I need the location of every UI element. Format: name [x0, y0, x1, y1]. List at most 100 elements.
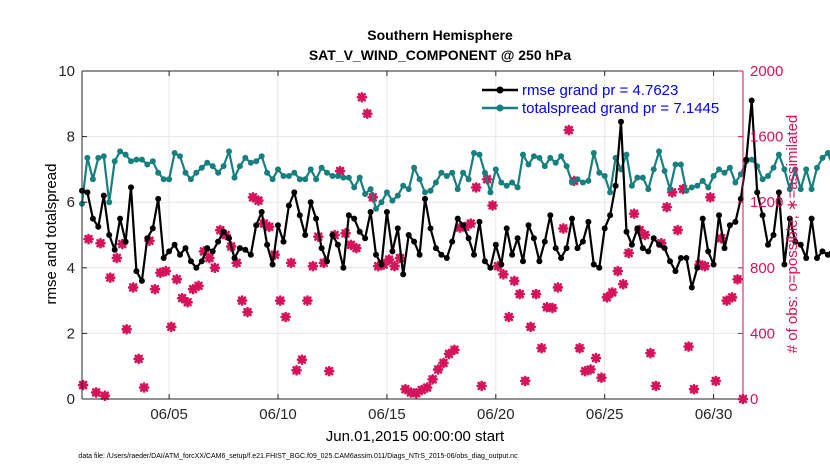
rmse-point	[737, 195, 744, 202]
spread-point	[324, 169, 330, 176]
obs-marker	[596, 372, 607, 383]
rmse-point	[699, 215, 706, 222]
rmse-point	[716, 212, 722, 219]
spread-point	[525, 161, 532, 168]
spread-point	[786, 186, 793, 193]
obs-marker	[536, 342, 547, 354]
obs-marker	[405, 387, 417, 398]
spread-point	[650, 166, 657, 173]
obs-marker	[432, 364, 444, 375]
spread-point	[667, 186, 673, 193]
rmse-point	[438, 251, 445, 258]
spread-point	[432, 179, 439, 186]
spread-point	[155, 169, 162, 176]
y-tick-label: 0	[67, 391, 75, 408]
rmse-point	[373, 251, 379, 258]
rmse-point	[514, 235, 521, 242]
spread-point	[291, 169, 298, 176]
obs-marker	[372, 260, 384, 272]
spread-point	[765, 173, 771, 179]
rmse-point	[100, 192, 107, 199]
spread-point	[438, 169, 445, 176]
spread-point	[416, 176, 423, 183]
rmse-point	[579, 238, 586, 245]
rmse-point	[209, 248, 216, 255]
rmse-point	[639, 245, 646, 252]
rmse-point	[231, 255, 238, 261]
footer-datafile: data file: /Users/raeder/DAI/ATM_forcXX/…	[78, 453, 518, 460]
obs-marker	[394, 252, 406, 264]
spread-point	[661, 168, 668, 174]
spread-point	[699, 177, 706, 184]
rmse-point	[269, 261, 276, 268]
spread-point	[623, 151, 630, 158]
rmse-point	[574, 245, 581, 252]
obs-marker	[313, 231, 324, 242]
rmse-point	[498, 261, 505, 268]
rmse-point	[607, 212, 614, 219]
spread-point	[585, 177, 592, 184]
rmse-point	[460, 222, 467, 229]
obs-marker	[558, 223, 569, 234]
spread-point	[373, 205, 379, 212]
rmse-point	[677, 255, 684, 261]
spread-point	[138, 156, 145, 163]
spread-point	[177, 153, 183, 160]
obs-marker	[307, 260, 319, 272]
rmse-point	[285, 202, 292, 209]
spread-point	[601, 173, 608, 179]
spread-point	[182, 169, 189, 176]
spread-point	[302, 176, 309, 183]
rmse-point	[432, 245, 439, 252]
obs-marker	[530, 288, 542, 300]
obs-marker	[318, 257, 330, 269]
obs-marker	[514, 288, 526, 300]
rmse-point	[781, 261, 788, 268]
spread-point	[607, 189, 614, 196]
spread-point	[808, 186, 815, 193]
obs-marker	[291, 365, 302, 376]
spread-point	[748, 156, 755, 163]
rmse-point	[351, 215, 358, 222]
spread-point	[656, 148, 663, 155]
rmse-point	[198, 258, 205, 265]
obs-marker	[105, 272, 116, 283]
spread-point	[775, 151, 782, 158]
obs-marker	[121, 324, 132, 335]
spread-point	[628, 182, 635, 189]
rmse-point	[296, 212, 303, 219]
spread-point	[106, 199, 113, 206]
legend-rmse-marker	[496, 86, 504, 94]
spread-point	[100, 153, 107, 160]
spread-point	[465, 176, 472, 183]
rmse-point	[492, 241, 499, 248]
spread-point	[672, 161, 679, 168]
rmse-point	[656, 241, 663, 248]
obs-marker	[280, 311, 291, 323]
rmse-point	[667, 258, 673, 265]
rmse-point	[291, 189, 298, 196]
spread-point	[111, 158, 118, 165]
rmse-point	[623, 228, 630, 235]
obs-marker	[476, 380, 487, 392]
rmse-point	[106, 232, 113, 238]
spread-point	[411, 164, 418, 171]
chart-subtitle: SAT_V_WIND_COMPONENT @ 250 hPa	[309, 47, 572, 63]
spread-point	[558, 153, 565, 160]
x-tick-label: 06/10	[259, 406, 297, 423]
rmse-point	[743, 156, 750, 163]
y-tick-label: 4	[67, 260, 75, 277]
obs-marker	[209, 262, 221, 274]
obs-marker	[732, 273, 743, 285]
spread-point	[275, 166, 281, 173]
spread-point	[334, 173, 341, 179]
spread-point	[574, 176, 581, 183]
rmse-point	[187, 258, 194, 265]
spread-point	[520, 151, 526, 158]
spread-point	[792, 166, 799, 173]
spread-point	[569, 179, 575, 186]
obs-marker	[214, 224, 226, 236]
y2-tick-label: 800	[750, 260, 775, 277]
rmse-point	[661, 245, 668, 252]
